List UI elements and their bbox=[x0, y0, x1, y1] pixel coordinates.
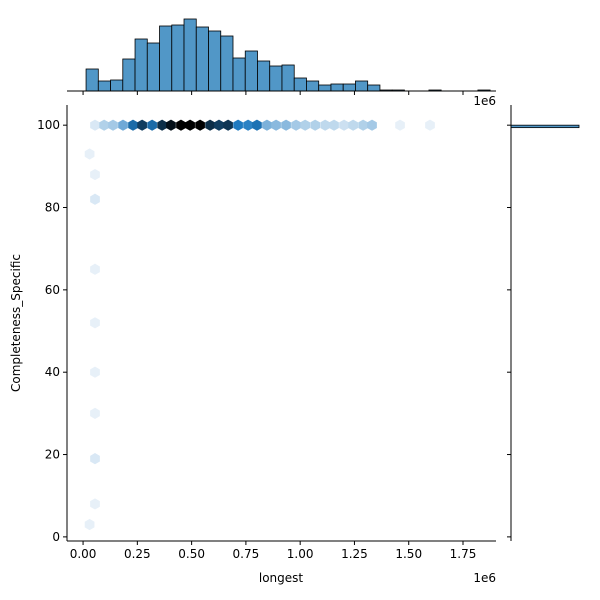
hexbin-cell bbox=[281, 119, 291, 131]
hexbin-cell bbox=[108, 119, 118, 131]
x-tick-label: 0.25 bbox=[124, 547, 151, 561]
hexbin-cell bbox=[90, 453, 100, 465]
histogram-bar bbox=[122, 58, 136, 92]
hexbin-cell bbox=[339, 119, 349, 131]
x-axis-label: longest bbox=[259, 571, 304, 585]
hexbin-cell bbox=[358, 119, 368, 131]
y-axis-label: Completeness_Specific bbox=[9, 254, 23, 392]
histogram-bar bbox=[183, 18, 197, 92]
x-tick-label: 0.00 bbox=[70, 547, 97, 561]
histogram-bar bbox=[355, 80, 369, 92]
histogram-bar bbox=[306, 80, 320, 92]
histogram-bar bbox=[510, 124, 580, 129]
hexbin-cell bbox=[90, 119, 100, 131]
histogram-bar bbox=[342, 83, 356, 92]
hexbin-cell bbox=[425, 119, 435, 131]
hexbin-cell bbox=[84, 148, 95, 160]
hexbin-cell bbox=[157, 119, 167, 131]
x-tick-label: 1.75 bbox=[450, 547, 477, 561]
histogram-bar bbox=[257, 60, 271, 92]
histogram-bar bbox=[146, 42, 160, 92]
hexbin-cell bbox=[329, 119, 339, 131]
hexbin-cell bbox=[214, 119, 224, 131]
histogram-bar bbox=[244, 50, 258, 92]
x-offset-label: 1e6 bbox=[473, 571, 496, 585]
hexbin-cell bbox=[271, 119, 281, 131]
top-offset-label: 1e6 bbox=[473, 94, 496, 108]
hexbin-cell bbox=[395, 119, 405, 131]
hexbin-cell bbox=[243, 119, 253, 131]
hexbin-cell bbox=[310, 119, 320, 131]
hexbin-cell bbox=[300, 119, 311, 131]
y-tick-label: 80 bbox=[45, 201, 60, 215]
hexbin-cell bbox=[205, 119, 215, 131]
hexbin-cell bbox=[262, 119, 272, 131]
histogram-bar bbox=[318, 84, 332, 92]
histogram-bar bbox=[367, 84, 381, 92]
histogram-bar bbox=[269, 65, 283, 92]
x-tick-label: 1.25 bbox=[341, 547, 368, 561]
y-tick-label: 40 bbox=[45, 365, 60, 379]
y-tick-label: 0 bbox=[52, 530, 60, 544]
hexbin-cell bbox=[90, 317, 100, 329]
x-tick-label: 0.75 bbox=[233, 547, 260, 561]
histogram-bar bbox=[330, 83, 344, 92]
hexbin-cell bbox=[147, 119, 157, 131]
hexbin-cell bbox=[367, 119, 377, 131]
histogram-bar bbox=[220, 35, 234, 92]
hexbin-cell bbox=[90, 168, 100, 181]
hexbin-cell bbox=[166, 119, 176, 131]
histogram-bar bbox=[208, 30, 222, 92]
hexbin-cell bbox=[185, 119, 195, 131]
hexbin-cell bbox=[90, 263, 100, 275]
histogram-bar bbox=[281, 64, 295, 92]
y-tick-label: 100 bbox=[37, 118, 60, 132]
hexbin-cell bbox=[223, 119, 233, 131]
histogram-bar bbox=[171, 24, 185, 92]
hexbin-cell bbox=[195, 119, 205, 131]
hexbin-cell bbox=[99, 119, 109, 131]
hexbin-cell bbox=[90, 498, 100, 510]
histogram-bar bbox=[110, 79, 124, 92]
hexbin-cell bbox=[176, 119, 186, 131]
hexbin-cell bbox=[90, 193, 100, 205]
hexbin-cell bbox=[233, 119, 243, 131]
hexbin-cell bbox=[252, 119, 262, 131]
hexbin-cell bbox=[320, 119, 330, 131]
hexbin-cell bbox=[84, 518, 95, 531]
y-tick-label: 60 bbox=[45, 283, 60, 297]
x-tick-label: 0.50 bbox=[178, 547, 205, 561]
x-tick-label: 1.50 bbox=[395, 547, 422, 561]
hexbin-cell bbox=[90, 366, 100, 378]
hexbin-cell bbox=[291, 119, 301, 131]
x-tick-label: 1.00 bbox=[287, 547, 314, 561]
histogram-bar bbox=[134, 38, 148, 92]
hexbin-cell bbox=[90, 407, 100, 419]
histogram-bar bbox=[159, 25, 173, 92]
y-tick-label: 20 bbox=[45, 448, 60, 462]
hexbin-cell bbox=[137, 119, 147, 131]
histogram-bar bbox=[97, 80, 111, 92]
histogram-bar bbox=[85, 68, 99, 92]
hexbin-cell bbox=[128, 119, 138, 131]
histogram-bar bbox=[232, 57, 246, 92]
hexbin-cell bbox=[118, 119, 128, 131]
histogram-bar bbox=[293, 77, 307, 92]
hexbin-cell bbox=[348, 119, 358, 131]
histogram-bar bbox=[195, 26, 209, 92]
